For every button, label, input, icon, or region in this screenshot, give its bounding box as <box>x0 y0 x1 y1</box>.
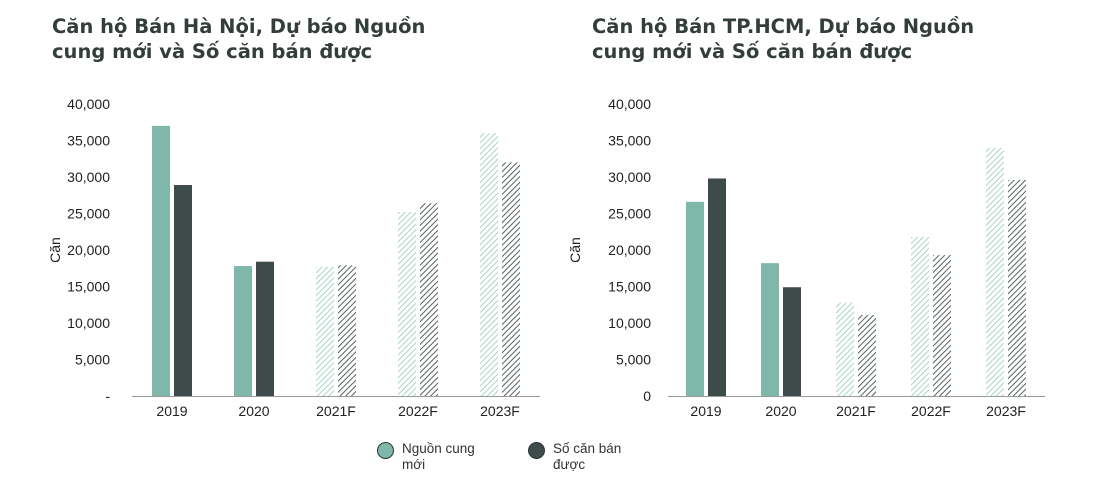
y-tick-label: 25,000 <box>608 206 651 222</box>
bar-supply-2021F <box>316 266 334 396</box>
y-tick-label: 15,000 <box>608 279 651 295</box>
x-tick-label: 2020 <box>765 403 796 419</box>
bar-sold-2019 <box>174 185 192 396</box>
y-tick-label: 10,000 <box>67 315 110 331</box>
bar-sold-2021F <box>858 314 876 396</box>
y-tick-label: 30,000 <box>67 169 110 185</box>
bar-sold-2022F <box>933 255 951 396</box>
x-tick-label: 2022F <box>911 403 951 419</box>
bar-supply-2022F <box>398 212 416 396</box>
bar-supply-2021F <box>836 302 854 396</box>
chart-title-hanoi: Căn hộ Bán Hà Nội, Dự báo Nguồn cung mới… <box>52 15 426 63</box>
chart-title-hcmc: Căn hộ Bán TP.HCM, Dự báo Nguồn cung mới… <box>592 15 975 63</box>
x-tick-label: 2021F <box>836 403 876 419</box>
chart-hcmc: 0 5,000 10,000 15,000 20,000 25,000 30,000 35,0… <box>567 96 1045 419</box>
legend-label-sold: Số căn bán được <box>553 441 622 472</box>
y-tick-label: 5,000 <box>75 352 110 368</box>
y-tick-label: 25,000 <box>67 206 110 222</box>
y-tick-label: 40,000 <box>608 96 651 112</box>
y-tick-label: 40,000 <box>67 96 110 112</box>
bar-supply-2019 <box>152 125 170 397</box>
bar-supply-2019 <box>686 201 704 396</box>
x-tick-label: 2023F <box>480 403 520 419</box>
bar-supply-2023F <box>986 147 1004 396</box>
bar-sold-2021F <box>338 265 356 396</box>
x-tick-label: 2019 <box>690 403 721 419</box>
legend-label-supply: Nguồn cung mới <box>402 441 475 472</box>
legend-item-sold: Số căn bán được <box>528 441 645 473</box>
bar-sold-2023F <box>502 162 520 396</box>
chart-hanoi: - 5,000 10,000 15,000 20,000 25,000 30,000 35,0… <box>47 96 540 419</box>
legend-swatch-sold <box>528 442 545 459</box>
bar-supply-2020 <box>234 266 252 396</box>
x-tick-label: 2023F <box>986 403 1026 419</box>
x-tick-label: 2021F <box>316 403 356 419</box>
x-tick-label: 2020 <box>238 403 269 419</box>
y-tick-label: 35,000 <box>67 133 110 149</box>
bar-supply-2022F <box>911 236 929 396</box>
bar-sold-2023F <box>1008 179 1026 396</box>
y-axis-label: Căn <box>567 237 583 263</box>
bar-supply-2023F <box>480 133 498 396</box>
y-tick-label: - <box>105 388 110 404</box>
y-tick-label: 15,000 <box>67 279 110 295</box>
y-tick-label: 35,000 <box>608 133 651 149</box>
y-tick-label: 20,000 <box>608 242 651 258</box>
bar-sold-2020 <box>256 261 274 396</box>
y-tick-label: 0 <box>643 388 651 404</box>
y-tick-label: 30,000 <box>608 169 651 185</box>
y-tick-label: 5,000 <box>616 352 651 368</box>
bar-sold-2020 <box>783 287 801 396</box>
y-axis-label: Căn <box>47 237 63 263</box>
y-tick-label: 10,000 <box>608 315 651 331</box>
legend-item-supply: Nguồn cung mới <box>377 441 494 473</box>
bar-supply-2020 <box>761 263 779 396</box>
bar-sold-2019 <box>708 178 726 396</box>
y-tick-label: 20,000 <box>67 242 110 258</box>
bar-sold-2022F <box>420 203 438 396</box>
x-tick-label: 2022F <box>398 403 438 419</box>
legend: Nguồn cung mới Số căn bán được <box>377 441 645 473</box>
legend-swatch-supply <box>377 442 394 459</box>
x-tick-label: 2019 <box>156 403 187 419</box>
